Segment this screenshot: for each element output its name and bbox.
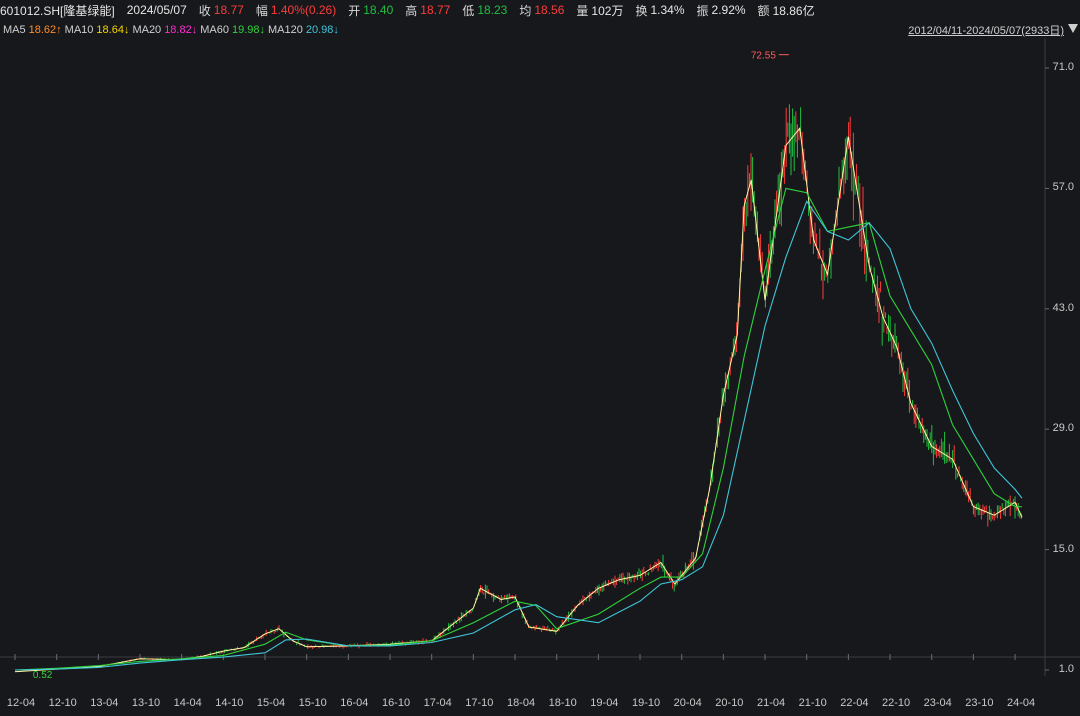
low-value: 18.23 <box>477 3 508 17</box>
x-tick-label: 21-10 <box>798 697 827 709</box>
y-tick-label: 29.0 <box>1052 422 1074 435</box>
amount-label: 额 <box>757 3 770 18</box>
x-tick-label: 16-10 <box>381 697 411 709</box>
x-tick-label: 17-10 <box>465 697 494 709</box>
volume-value: 102万 <box>591 3 624 18</box>
ma20-value: 18.82↓ <box>164 24 198 36</box>
avg-value: 18.56 <box>534 3 565 17</box>
x-tick-label: 23-04 <box>923 697 952 709</box>
ma10-line <box>14 126 1023 673</box>
ma5-value: 18.62↑ <box>28 24 62 36</box>
dropdown-triangle-icon[interactable] <box>1068 24 1078 33</box>
x-tick-label: 15-04 <box>256 697 286 709</box>
high-value: 18.77 <box>420 3 451 17</box>
candles <box>14 104 1022 672</box>
x-tick-label: 20-10 <box>715 697 744 709</box>
open-label: 开 <box>348 3 361 18</box>
ma120-value: 20.98↓ <box>305 24 339 36</box>
x-tick-label: 24-04 <box>1006 697 1036 709</box>
volume-label: 量 <box>576 3 589 18</box>
quote-date: 2024/05/07 <box>126 3 187 17</box>
ma10-label: MA10 <box>64 24 94 36</box>
ma120-label: MA120 <box>268 24 303 36</box>
annotation-label: 0.52 <box>33 670 53 681</box>
amplitude-value: 2.92% <box>711 3 746 17</box>
ma-legend: MA5 18.62↑ MA10 18.64↓ MA20 18.82↓ MA60 … <box>0 22 1080 38</box>
open-value: 18.40 <box>363 3 394 17</box>
x-tick-label: 13-10 <box>131 697 161 709</box>
x-tick-label: 15-10 <box>298 697 327 709</box>
amount-value: 18.86亿 <box>772 3 815 18</box>
avg-label: 均 <box>519 3 532 18</box>
close-label: 收 <box>198 3 211 18</box>
x-tick-label: 13-04 <box>90 697 119 709</box>
ma60-value: 19.98↓ <box>231 24 265 36</box>
x-tick-label: 21-04 <box>756 697 786 709</box>
stock-code[interactable]: 601012.SH[隆基绿能] <box>0 3 115 18</box>
x-tick-label: 17-04 <box>423 697 452 709</box>
x-tick-label: 14-10 <box>215 697 244 709</box>
x-tick-label: 22-04 <box>840 697 869 709</box>
amplitude-label: 振 <box>696 3 709 18</box>
ma5-label: MA5 <box>3 24 26 36</box>
y-tick-label: 57.0 <box>1052 181 1074 194</box>
quote-header: 601012.SH[隆基绿能] 2024/05/07 收 18.77 幅 1.4… <box>0 0 1080 20</box>
date-range[interactable]: 2012/04/11-2024/05/07(2933日) <box>908 25 1064 37</box>
price-chart[interactable]: 72.55 0.52 <box>0 38 1080 696</box>
low-label: 低 <box>462 3 475 18</box>
high-label: 高 <box>405 3 418 18</box>
x-tick-label: 23-10 <box>965 697 994 709</box>
annotation-label: 72.55 <box>751 51 776 62</box>
x-tick-label: 20-04 <box>673 697 702 709</box>
change-label: 幅 <box>255 3 268 18</box>
x-tick-label: 19-04 <box>590 697 619 709</box>
y-tick-label: 71.0 <box>1052 61 1074 73</box>
close-value: 18.77 <box>213 3 244 17</box>
y-tick-label: 43.0 <box>1052 301 1074 314</box>
y-tick-label: 15.0 <box>1052 542 1074 555</box>
y-tick-label: 1.0 <box>1058 663 1074 675</box>
x-tick-label: 18-04 <box>506 697 536 709</box>
ma20-label: MA20 <box>132 24 162 36</box>
ma5-line <box>14 127 1023 672</box>
x-tick-label: 12-04 <box>6 697 36 709</box>
ma10-value: 18.64↓ <box>96 24 130 36</box>
x-tick-label: 19-10 <box>631 697 661 709</box>
ma120-line <box>14 200 1023 671</box>
ma60-line <box>14 187 1023 671</box>
x-tick-label: 16-04 <box>340 697 369 709</box>
x-tick-label: 18-10 <box>548 697 577 709</box>
x-tick-label: 14-04 <box>173 697 202 709</box>
turnover-label: 换 <box>635 3 648 18</box>
change-value: 1.40%(0.26) <box>270 3 337 17</box>
ma60-label: MA60 <box>200 24 229 36</box>
x-tick-label: 22-10 <box>881 697 911 709</box>
x-tick-label: 12-10 <box>48 697 77 709</box>
turnover-value: 1.34% <box>650 3 685 17</box>
